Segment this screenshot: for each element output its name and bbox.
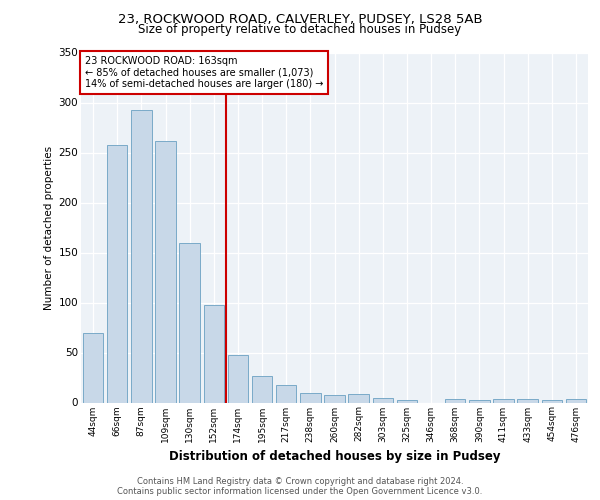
Text: Size of property relative to detached houses in Pudsey: Size of property relative to detached ho… [139,24,461,36]
Bar [349,394,369,402]
Text: Contains public sector information licensed under the Open Government Licence v3: Contains public sector information licen… [118,487,482,496]
Text: 23 ROCKWOOD ROAD: 163sqm
← 85% of detached houses are smaller (1,073)
14% of sem: 23 ROCKWOOD ROAD: 163sqm ← 85% of detach… [85,56,323,88]
Bar [203,304,224,402]
Y-axis label: Number of detached properties: Number of detached properties [44,146,55,310]
Bar [131,110,152,403]
Bar [566,398,586,402]
Bar [227,354,248,403]
Bar [445,398,466,402]
Bar [276,384,296,402]
Bar [493,398,514,402]
Bar [542,400,562,402]
Bar [155,140,176,402]
Bar [517,398,538,402]
Bar [179,242,200,402]
Text: Contains HM Land Registry data © Crown copyright and database right 2024.: Contains HM Land Registry data © Crown c… [137,478,463,486]
Bar [469,400,490,402]
Bar [324,394,345,402]
Bar [83,332,103,402]
Bar [397,400,417,402]
Text: 23, ROCKWOOD ROAD, CALVERLEY, PUDSEY, LS28 5AB: 23, ROCKWOOD ROAD, CALVERLEY, PUDSEY, LS… [118,12,482,26]
X-axis label: Distribution of detached houses by size in Pudsey: Distribution of detached houses by size … [169,450,500,463]
Bar [107,144,127,402]
Bar [373,398,393,402]
Bar [252,376,272,402]
Bar [300,392,320,402]
